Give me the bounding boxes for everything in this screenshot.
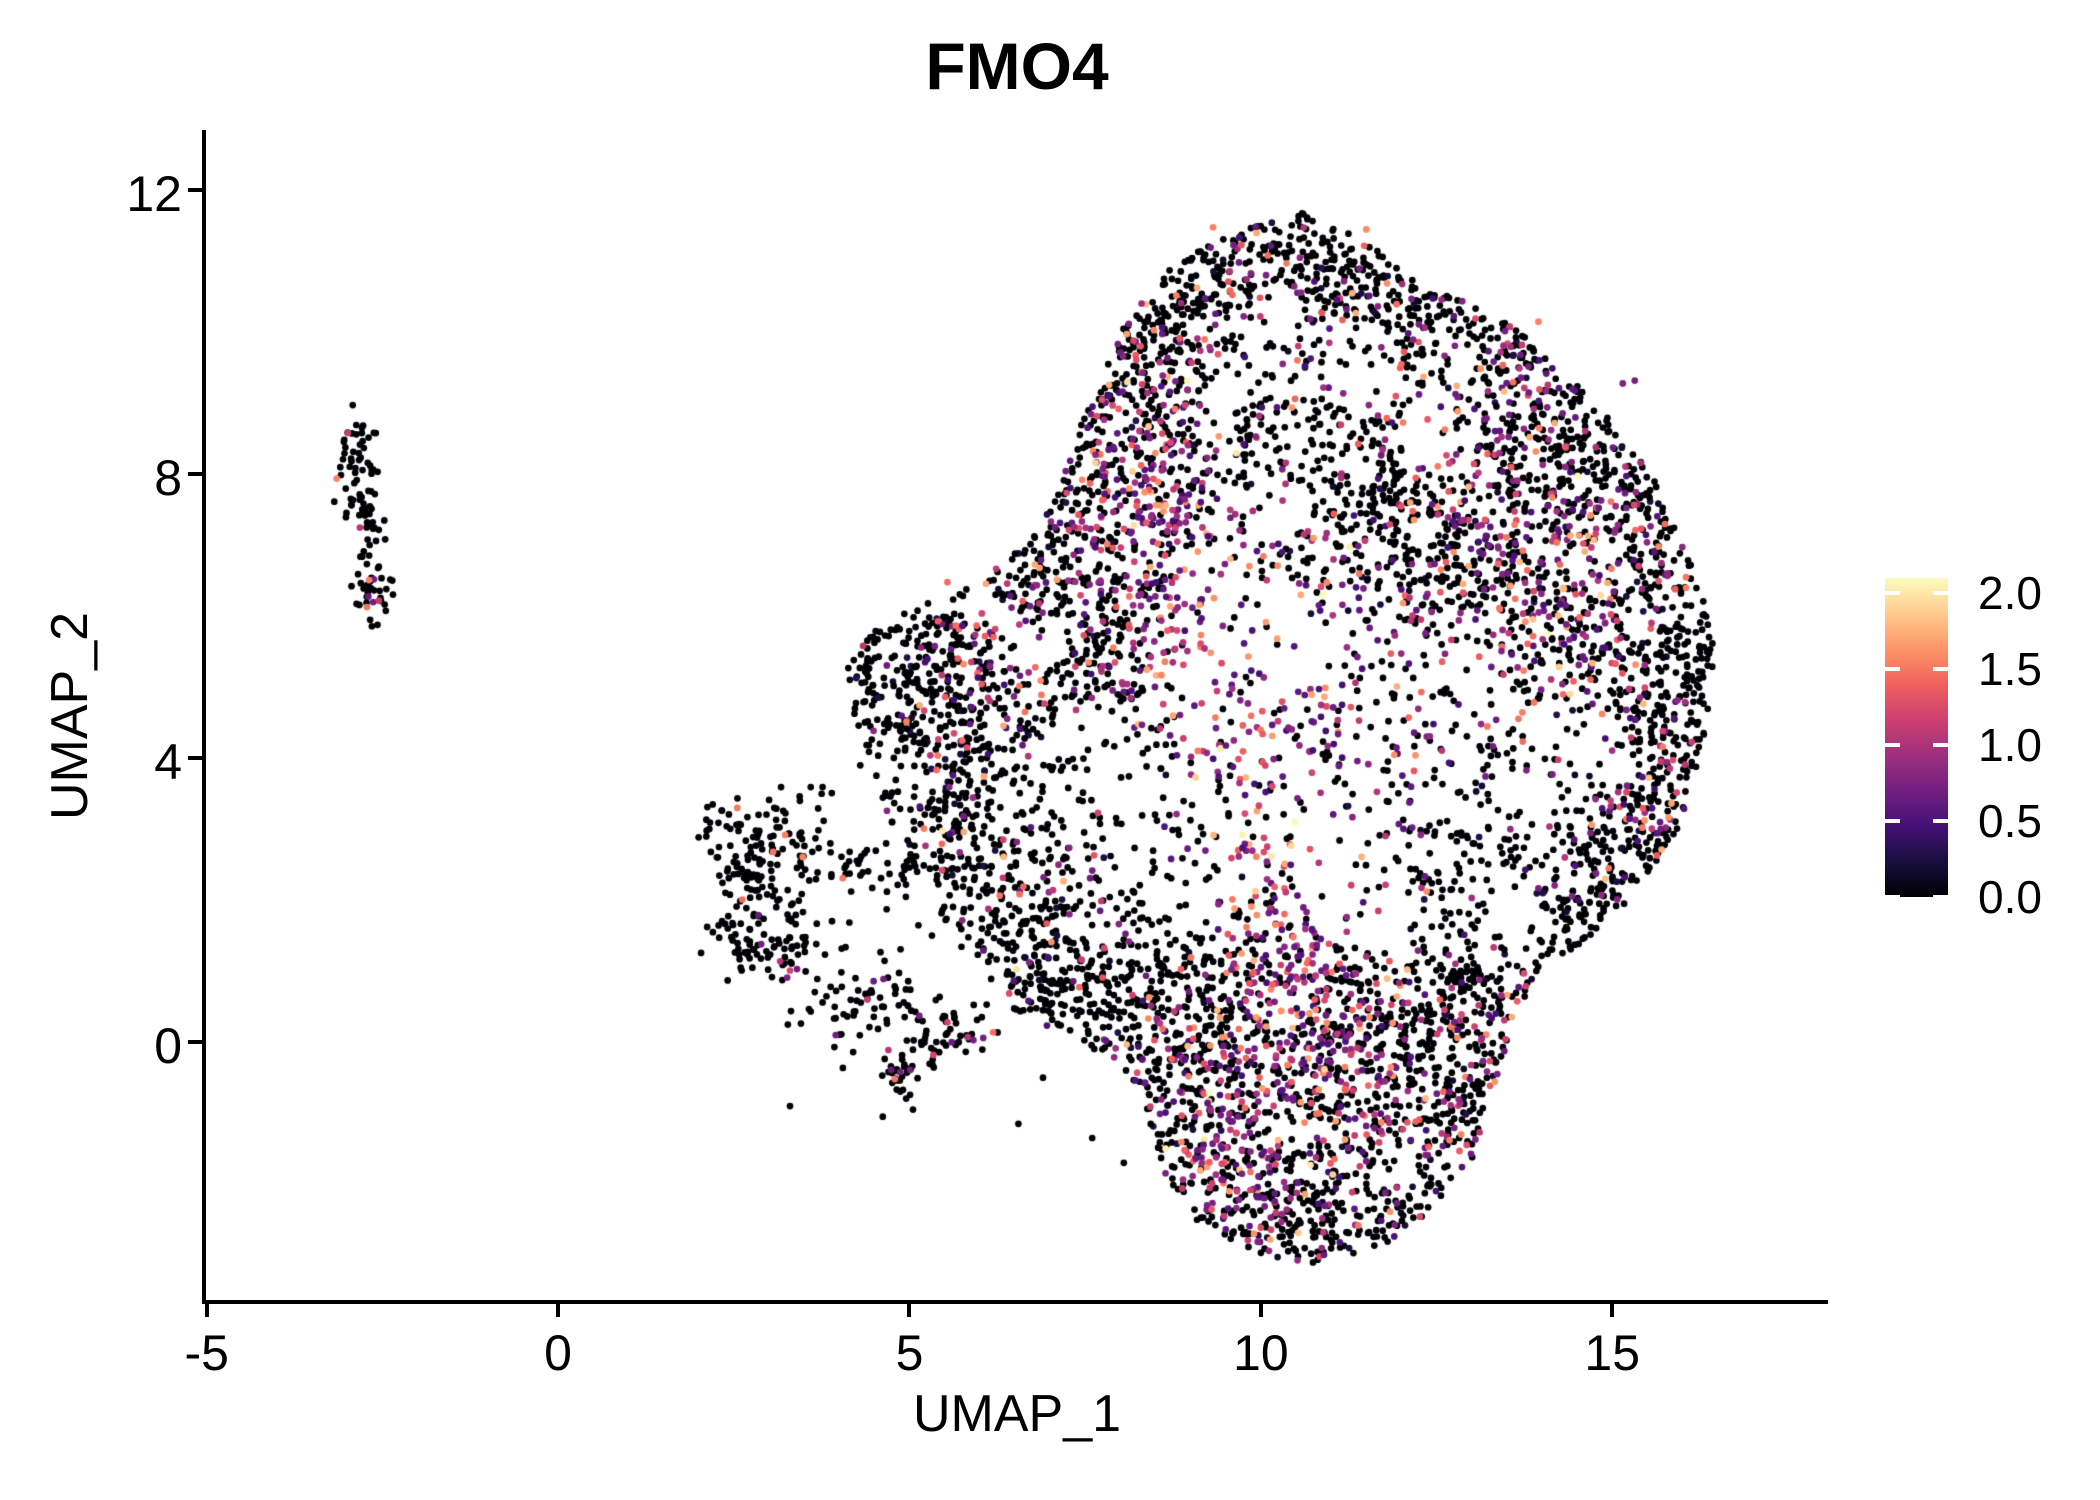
x-axis-line	[202, 1300, 1828, 1304]
x-tick-label: 10	[1233, 1325, 1289, 1381]
x-axis-title: UMAP_1	[912, 1385, 1122, 1443]
y-tick-mark	[188, 756, 202, 761]
x-tick-mark	[1258, 1303, 1263, 1317]
colorbar-tick-label: 0.5	[1978, 795, 2042, 848]
colorbar-tick-mark	[1885, 743, 1900, 748]
x-tick-mark	[204, 1303, 209, 1317]
y-tick-label: 0	[154, 1018, 182, 1075]
colorbar-tick-mark	[1933, 591, 1948, 596]
colorbar-tick-label: 0.0	[1978, 871, 2042, 923]
x-tick-mark	[1610, 1303, 1615, 1317]
x-tick-label: 0	[544, 1325, 572, 1381]
y-tick-mark	[188, 1040, 202, 1045]
x-tick-label: 5	[895, 1325, 924, 1381]
colorbar-tick-label: 2.0	[1978, 567, 2042, 620]
scatter-points-canvas	[206, 130, 1828, 1302]
colorbar-tick-label: 1.0	[1978, 719, 2042, 772]
y-axis-title: UMAP_2	[41, 611, 99, 821]
colorbar-tick-mark	[1885, 591, 1900, 596]
plot-panel	[206, 130, 1828, 1302]
colorbar-tick-mark	[1885, 667, 1900, 672]
colorbar-tick-label: 1.5	[1978, 643, 2042, 696]
y-tick-mark	[188, 472, 202, 477]
x-tick-label: 15	[1584, 1325, 1641, 1381]
plot-title: FMO4	[925, 29, 1109, 103]
x-tick-mark	[907, 1303, 912, 1317]
y-tick-label: 8	[154, 450, 182, 507]
y-tick-mark	[188, 188, 202, 193]
colorbar-gradient	[1885, 578, 1948, 897]
colorbar-tick-mark	[1933, 743, 1948, 748]
y-tick-label: 4	[154, 734, 182, 791]
y-axis-line	[202, 130, 206, 1304]
colorbar-tick-mark	[1933, 819, 1948, 824]
colorbar-tick-mark	[1885, 819, 1900, 824]
colorbar-tick-mark	[1933, 667, 1948, 672]
x-tick-mark	[556, 1303, 561, 1317]
x-tick-label: -5	[184, 1325, 229, 1381]
colorbar-tick-mark	[1933, 895, 1948, 897]
colorbar-tick-mark	[1885, 895, 1900, 897]
y-tick-label: 12	[126, 166, 182, 223]
